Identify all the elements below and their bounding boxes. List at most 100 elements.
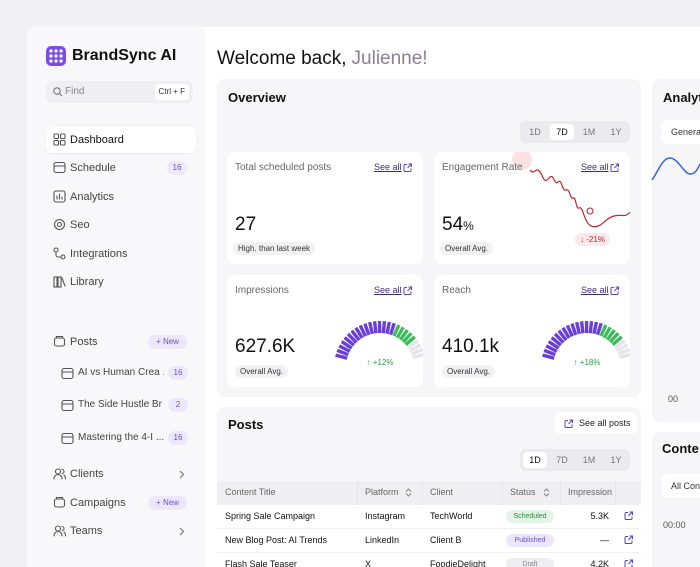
see-all[interactable]: See all <box>374 162 402 172</box>
gauge-part <box>412 352 423 360</box>
nav-item[interactable]: Teams <box>70 525 103 537</box>
nav-item[interactable]: Campaigns <box>70 497 126 509</box>
nav-item[interactable]: Library <box>70 276 104 288</box>
range-tab[interactable]: 1M <box>582 455 596 465</box>
cell-title[interactable]: Flash Sale Teaser <box>225 559 297 567</box>
stat-value: 54% <box>442 214 474 235</box>
gauge-part <box>404 335 416 346</box>
icon <box>53 496 66 508</box>
range-tab[interactable]: 1D <box>529 127 541 137</box>
logo-part <box>49 59 53 63</box>
gauge-part <box>372 321 378 334</box>
icon-part <box>61 367 74 380</box>
icon-part <box>53 218 66 231</box>
stat-card: Total scheduled posts See all 27 High. than… <box>227 152 423 264</box>
sparkline <box>512 152 630 228</box>
gauge-part <box>547 340 560 350</box>
post-item[interactable]: The Side Hustle Br ... <box>78 399 164 410</box>
cell-platform: LinkedIn <box>365 535 400 545</box>
analytics-title: Analyti <box>663 90 700 105</box>
gauge-part <box>388 322 396 336</box>
range-tab[interactable]: 1M <box>582 127 596 137</box>
card-title: Impressions <box>235 285 289 296</box>
external-icon <box>610 286 619 295</box>
icon-part <box>61 525 67 537</box>
brand-name: BrandSync AI <box>72 47 177 64</box>
gauge-part <box>406 339 419 349</box>
card-title: Reach <box>442 285 471 296</box>
chevron-part <box>179 527 185 536</box>
sort-icon-part <box>543 488 550 497</box>
icon-part <box>61 468 67 480</box>
gauge-part <box>617 347 630 356</box>
content-filter[interactable]: All Con <box>662 474 700 498</box>
icon-part <box>53 276 66 288</box>
nav-item[interactable]: Posts <box>70 336 98 348</box>
gauge-part <box>613 339 626 349</box>
see-all[interactable]: See all <box>374 285 402 295</box>
post-item[interactable]: AI vs Human Crea ... <box>78 367 164 378</box>
badge: 2 <box>168 398 188 412</box>
range-tab[interactable]: 1Y <box>610 455 622 465</box>
range-tab[interactable]: 7D <box>556 455 568 465</box>
welcome-greeting: Welcome back, <box>217 48 347 69</box>
icon <box>53 247 66 260</box>
icon-part <box>53 335 66 347</box>
external-icon <box>610 163 619 172</box>
status-pill: Draft <box>506 558 554 567</box>
badge: 16 <box>167 161 187 175</box>
gauge-part <box>338 344 351 353</box>
icon-part <box>53 161 66 174</box>
icon-part <box>53 468 67 480</box>
sparkline-part <box>586 207 594 215</box>
active-nav-bg <box>46 127 196 153</box>
change: ↓ -21% <box>575 233 610 246</box>
search-icon-part <box>53 87 61 95</box>
icon <box>53 190 66 203</box>
nav-item[interactable]: Analytics <box>70 191 115 203</box>
nav-item[interactable]: Clients <box>70 468 104 480</box>
new-button[interactable]: + New <box>148 335 187 349</box>
icon <box>53 276 66 288</box>
icon <box>53 133 66 146</box>
icon-part <box>53 276 58 288</box>
see-all[interactable]: See all <box>581 285 609 295</box>
icon <box>61 432 74 445</box>
external-icon <box>624 559 633 567</box>
content-panel <box>652 432 700 567</box>
gauge-part <box>410 347 423 356</box>
gauge-part <box>574 321 582 335</box>
external-icon-part <box>624 559 633 567</box>
icon-part <box>61 367 74 380</box>
range-tab[interactable]: 1Y <box>610 127 622 137</box>
post-item[interactable]: Mastering the 4-I ... <box>78 432 164 443</box>
card-title: Engagement Rate <box>442 162 523 173</box>
analytics-filter[interactable]: Genera <box>662 120 700 144</box>
nav-item[interactable]: Schedule <box>70 162 116 174</box>
search-icon-part <box>59 93 63 97</box>
icon-part <box>61 432 74 445</box>
logo <box>46 46 66 66</box>
table-row <box>217 505 641 529</box>
logo-part <box>59 54 63 58</box>
logo-part <box>59 59 63 63</box>
logo-part <box>49 49 53 53</box>
nav-item[interactable]: Dashboard <box>70 134 124 146</box>
see-all-posts[interactable]: See all posts <box>555 412 637 434</box>
line-chart <box>651 157 700 181</box>
see-all[interactable]: See all <box>581 162 609 172</box>
new-button[interactable]: + New <box>148 496 187 510</box>
range-tab[interactable]: 1D <box>523 452 547 468</box>
posts-title: Posts <box>228 417 264 432</box>
search-box[interactable]: Find Ctrl + F <box>46 81 193 103</box>
logo-part <box>54 59 58 63</box>
cell-title[interactable]: Spring Sale Campaign <box>225 511 316 521</box>
icon-part <box>61 432 74 445</box>
sparkline-part <box>512 152 532 170</box>
nav-item[interactable]: Integrations <box>70 248 128 260</box>
column-header: Content Title <box>225 487 276 497</box>
badge: 16 <box>168 431 188 445</box>
cell-title[interactable]: New Blog Post: AI Trends <box>225 535 328 545</box>
range-tab[interactable]: 7D <box>550 124 574 140</box>
nav-item[interactable]: Seo <box>70 219 90 231</box>
